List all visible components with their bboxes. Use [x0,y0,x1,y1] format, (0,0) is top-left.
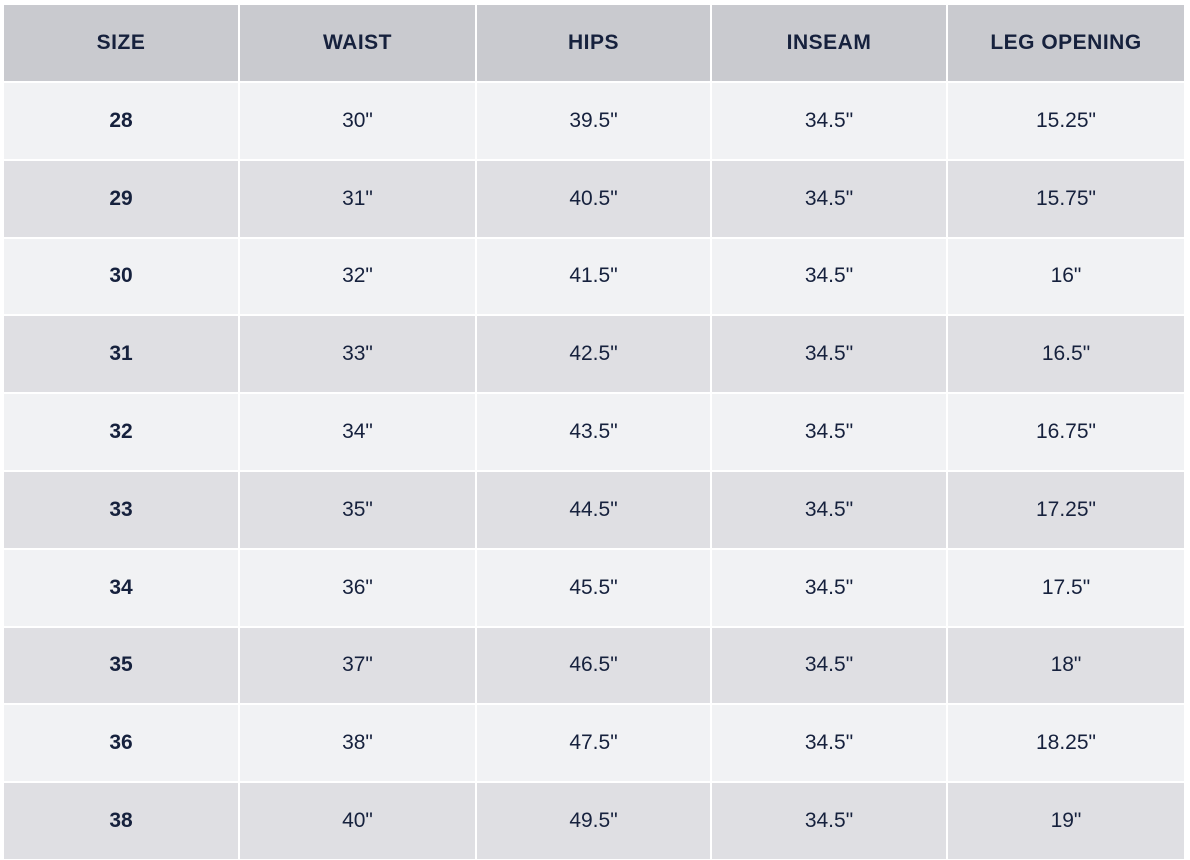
measure-cell: 32" [240,238,475,315]
measure-cell: 16.75" [948,394,1184,470]
measure-cell: 18" [948,627,1184,704]
measure-cell: 43.5" [477,394,710,470]
measure-cell: 42.5" [477,316,710,393]
measure-cell: 46.5" [477,627,710,704]
measure-cell: 34.5" [712,83,946,159]
measure-cell: 45.5" [477,549,710,626]
size-chart-table: SIZE WAIST HIPS INSEAM LEG OPENING 28 30" 39.5"… [4,5,1184,859]
measure-cell: 17.25" [948,471,1184,548]
size-cell: 35 [4,627,238,704]
measure-cell: 34" [240,394,475,470]
measure-cell: 35" [240,471,475,548]
size-cell: 32 [4,394,238,470]
measure-cell: 34.5" [712,627,946,704]
measure-cell: 34.5" [712,471,946,548]
measure-cell: 19" [948,783,1184,859]
measure-cell: 34.5" [712,549,946,626]
measure-cell: 44.5" [477,471,710,548]
measure-cell: 34.5" [712,783,946,859]
measure-cell: 16.5" [948,316,1184,393]
measure-cell: 39.5" [477,83,710,159]
measure-cell: 37" [240,627,475,704]
measure-cell: 41.5" [477,238,710,315]
size-cell: 29 [4,160,238,237]
measure-cell: 40" [240,783,475,859]
measure-cell: 30" [240,83,475,159]
measure-cell: 16" [948,238,1184,315]
header-cell: HIPS [477,5,710,81]
measure-cell: 47.5" [477,705,710,782]
size-cell: 34 [4,549,238,626]
measure-cell: 36" [240,549,475,626]
header-cell: SIZE [4,5,238,81]
header-cell: WAIST [240,5,475,81]
size-cell: 31 [4,316,238,393]
measure-cell: 34.5" [712,705,946,782]
size-cell: 30 [4,238,238,315]
measure-cell: 15.25" [948,83,1184,159]
measure-cell: 34.5" [712,238,946,315]
measure-cell: 17.5" [948,549,1184,626]
size-cell: 33 [4,471,238,548]
size-cell: 36 [4,705,238,782]
measure-cell: 34.5" [712,316,946,393]
measure-cell: 33" [240,316,475,393]
measure-cell: 31" [240,160,475,237]
size-cell: 38 [4,783,238,859]
size-cell: 28 [4,83,238,159]
measure-cell: 18.25" [948,705,1184,782]
measure-cell: 38" [240,705,475,782]
measure-cell: 34.5" [712,160,946,237]
measure-cell: 40.5" [477,160,710,237]
header-cell: INSEAM [712,5,946,81]
header-cell: LEG OPENING [948,5,1184,81]
measure-cell: 15.75" [948,160,1184,237]
measure-cell: 34.5" [712,394,946,470]
measure-cell: 49.5" [477,783,710,859]
